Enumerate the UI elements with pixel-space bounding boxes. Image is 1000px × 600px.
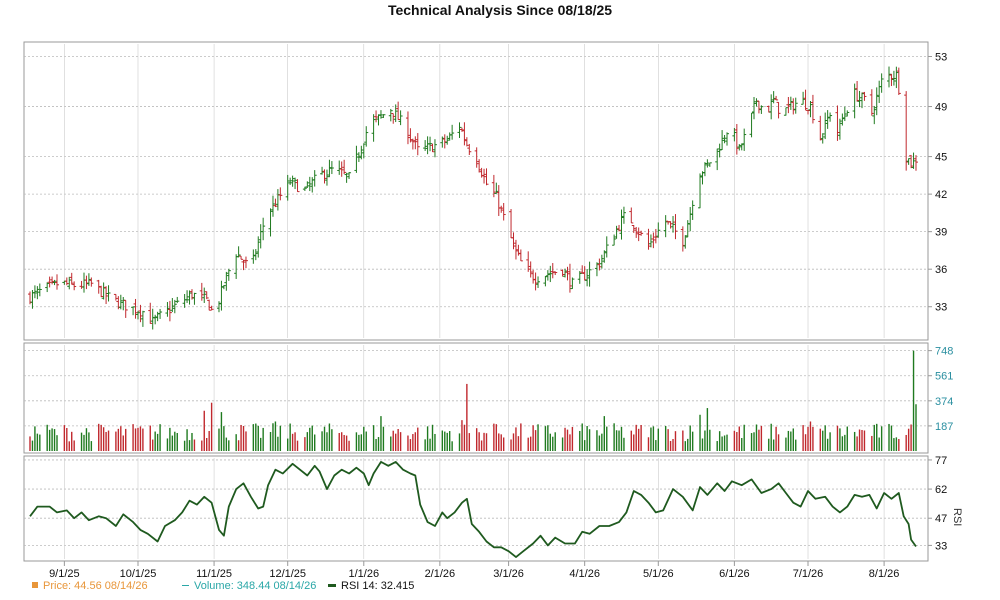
chart-title: Technical Analysis Since 08/18/25 bbox=[387, 2, 613, 18]
price-layer bbox=[28, 66, 918, 330]
x-tick-label: 4/1/26 bbox=[569, 568, 600, 580]
grid-layer bbox=[24, 44, 928, 559]
price-legend: Price: 44.56 08/14/26 bbox=[32, 580, 148, 592]
rsi-axis-tick-label: 62 bbox=[935, 484, 947, 496]
x-tick-label: 11/1/25 bbox=[196, 568, 232, 580]
x-tick-label: 9/1/25 bbox=[49, 568, 80, 580]
x-tick-label: 2/1/26 bbox=[425, 568, 456, 580]
rsi-legend: RSI 14: 32.415 bbox=[328, 580, 414, 592]
volume-axis-tick-label: 374 bbox=[935, 396, 953, 408]
rsi-panel-frame bbox=[23, 455, 929, 562]
x-tick-label: 1/1/26 bbox=[348, 568, 379, 580]
x-tick-label: 5/1/26 bbox=[643, 568, 674, 580]
price-axis-tick-label: 39 bbox=[935, 227, 947, 239]
price-legend-text: Price: 44.56 08/14/26 bbox=[43, 580, 148, 592]
price-axis-tick-label: 49 bbox=[935, 102, 947, 114]
volume-axis-tick-label: 748 bbox=[935, 346, 953, 358]
rsi-line bbox=[29, 460, 917, 558]
rsi-legend-text: RSI 14: 32.415 bbox=[341, 580, 415, 592]
volume-legend: Volume: 348.44 08/14/26 bbox=[182, 580, 316, 592]
volume-layer bbox=[29, 350, 917, 451]
volume-legend-swatch bbox=[182, 585, 189, 586]
price-axis-tick-label: 42 bbox=[935, 189, 947, 201]
volume-legend-text: Volume: 348.44 08/14/26 bbox=[194, 580, 317, 592]
x-tick-label: 8/1/26 bbox=[869, 568, 900, 580]
x-tick-label: 6/1/26 bbox=[719, 568, 750, 580]
x-tick-label: 12/1/25 bbox=[269, 568, 306, 580]
rsi-legend-swatch bbox=[328, 584, 336, 587]
price-axis-tick-label: 36 bbox=[935, 264, 947, 276]
rsi-axis-label: RSI bbox=[951, 508, 963, 526]
price-axis-tick-label: 33 bbox=[935, 302, 947, 314]
price-legend-swatch bbox=[32, 582, 38, 588]
volume-axis-tick-label: 561 bbox=[935, 371, 953, 383]
price-axis-tick-label: 45 bbox=[935, 152, 947, 164]
volume-panel-frame bbox=[23, 342, 929, 454]
x-tick-label: 7/1/26 bbox=[793, 568, 824, 580]
axis-layer: 33 36 39 42 45 49 53 187 374 561 748 33 47 62 77 9/1/25… bbox=[49, 52, 953, 580]
price-panel-frame bbox=[23, 41, 929, 341]
price-axis-tick-label: 53 bbox=[935, 52, 947, 64]
x-tick-label: 3/1/26 bbox=[493, 568, 524, 580]
rsi-axis-tick-label: 33 bbox=[935, 540, 947, 552]
volume-axis-tick-label: 187 bbox=[935, 421, 953, 433]
rsi-axis-tick-label: 47 bbox=[935, 513, 947, 525]
rsi-layer bbox=[29, 460, 917, 558]
rsi-axis-tick-label: 77 bbox=[935, 455, 947, 467]
x-tick-label: 10/1/25 bbox=[120, 568, 157, 580]
